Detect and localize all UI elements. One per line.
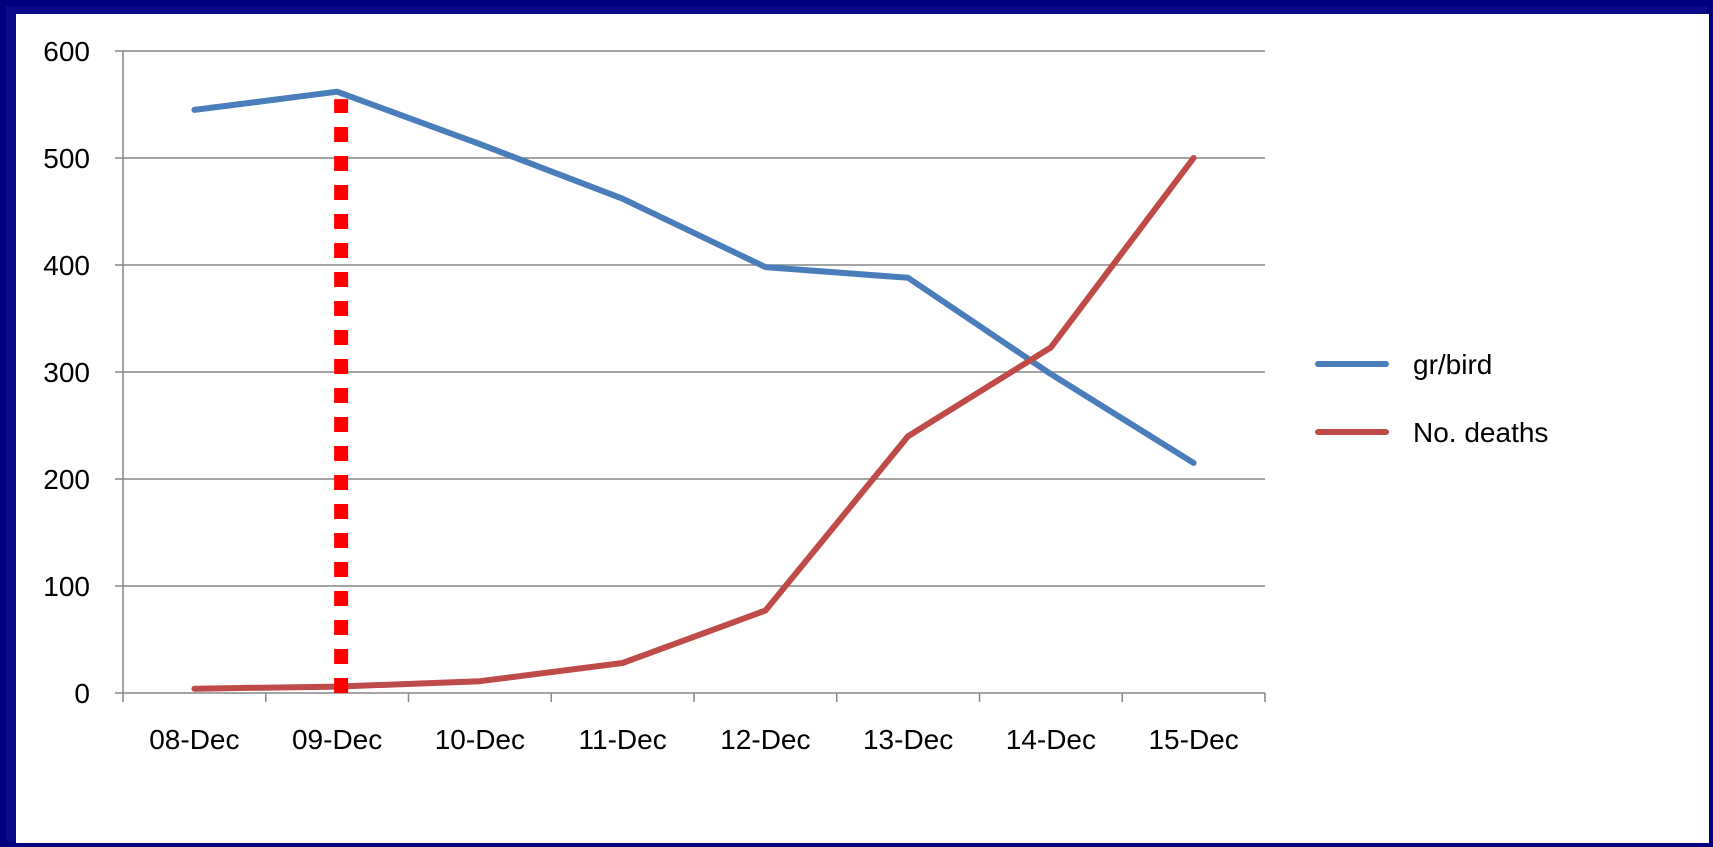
x-tick-label: 12-Dec — [720, 724, 810, 755]
y-tick-label: 600 — [43, 36, 90, 67]
x-tick-label: 13-Dec — [863, 724, 953, 755]
y-tick-label: 300 — [43, 357, 90, 388]
x-tick-label: 09-Dec — [292, 724, 382, 755]
x-tick-label: 10-Dec — [435, 724, 525, 755]
y-tick-label: 100 — [43, 571, 90, 602]
x-axis-ticks: 08-Dec 09-Dec 10-Dec 11-Dec 12-Dec 13-Dec 14-D… — [122, 693, 1266, 755]
legend-label: gr/bird — [1413, 349, 1492, 380]
y-tick-label: 200 — [43, 464, 90, 495]
x-tick-label: 11-Dec — [579, 724, 667, 755]
series-line — [191, 155, 1197, 692]
y-axis-ticks: 0 100 200 300 400 500 600 — [43, 36, 123, 709]
y-tick-label: 500 — [43, 143, 90, 174]
line-chart: 0 100 200 300 400 500 600 08-Dec 09-Dec 10-Dec 11… — [43, 36, 1548, 755]
x-tick-label: 15-Dec — [1148, 724, 1238, 755]
legend: gr/bird No. deaths — [1315, 349, 1548, 448]
x-tick-label: 14-Dec — [1006, 724, 1096, 755]
chart-card: 0 100 200 300 400 500 600 08-Dec 09-Dec 10-Dec 11… — [16, 14, 1709, 843]
x-tick-label: 08-Dec — [149, 724, 239, 755]
y-tick-label: 400 — [43, 250, 90, 281]
legend-label: No. deaths — [1413, 417, 1548, 448]
series-line — [191, 88, 1197, 466]
gridlines — [123, 50, 1265, 587]
series-lines — [191, 88, 1197, 692]
y-tick-label: 0 — [74, 678, 90, 709]
